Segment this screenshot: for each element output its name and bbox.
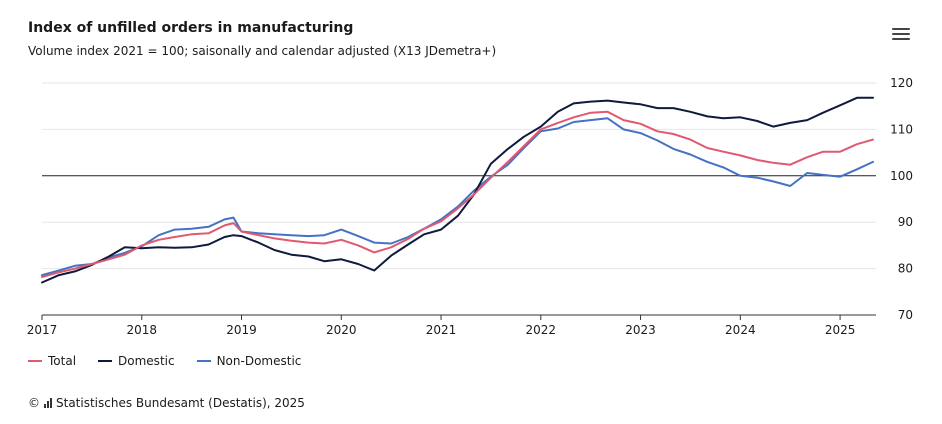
chart-legend: Total Domestic Non-Domestic (28, 354, 301, 368)
y-tick-label: 100 (890, 169, 913, 183)
legend-item-domestic[interactable]: Domestic (98, 354, 175, 368)
y-tick-label: 120 (890, 76, 913, 90)
legend-item-non-domestic[interactable]: Non-Domestic (196, 354, 302, 368)
legend-label-domestic: Domestic (118, 354, 175, 368)
legend-swatch-total (28, 360, 42, 362)
chart-title: Index of unfilled orders in manufacturin… (28, 20, 354, 36)
x-tick-label: 2022 (526, 323, 557, 337)
x-tick-label: 2023 (625, 323, 656, 337)
source-note: © Statistisches Bundesamt (Destatis), 20… (28, 396, 305, 410)
x-tick-label: 2025 (825, 323, 856, 337)
y-tick-label: 80 (898, 262, 913, 276)
x-tick-label: 2017 (27, 323, 58, 337)
series-line-domestic (41, 96, 874, 284)
y-tick-label: 110 (890, 122, 913, 136)
series-line-non-domestic (41, 117, 874, 277)
x-tick-label: 2021 (426, 323, 457, 337)
menu-bar (892, 38, 910, 40)
x-tick-label: 2018 (126, 323, 157, 337)
copyright-symbol: © (28, 396, 40, 410)
legend-item-total[interactable]: Total (28, 354, 76, 368)
legend-label-non-domestic: Non-Domestic (216, 354, 302, 368)
chart-subtitle: Volume index 2021 = 100; saisonally and … (28, 44, 497, 58)
destatis-logo-icon (44, 398, 52, 408)
hamburger-menu-icon[interactable] (892, 28, 910, 42)
y-tick-label: 70 (898, 308, 913, 322)
series-line-total (41, 110, 874, 278)
legend-swatch-domestic (98, 360, 113, 362)
y-tick-label: 90 (898, 215, 913, 229)
menu-bar (892, 28, 910, 30)
x-tick-label: 2020 (326, 323, 357, 337)
x-tick-label: 2019 (226, 323, 257, 337)
menu-bar (892, 33, 910, 35)
legend-swatch-non-domestic (196, 360, 211, 362)
legend-label-total: Total (48, 354, 77, 368)
source-text: Statistisches Bundesamt (Destatis), 2025 (56, 396, 305, 410)
x-tick-label: 2024 (725, 323, 756, 337)
